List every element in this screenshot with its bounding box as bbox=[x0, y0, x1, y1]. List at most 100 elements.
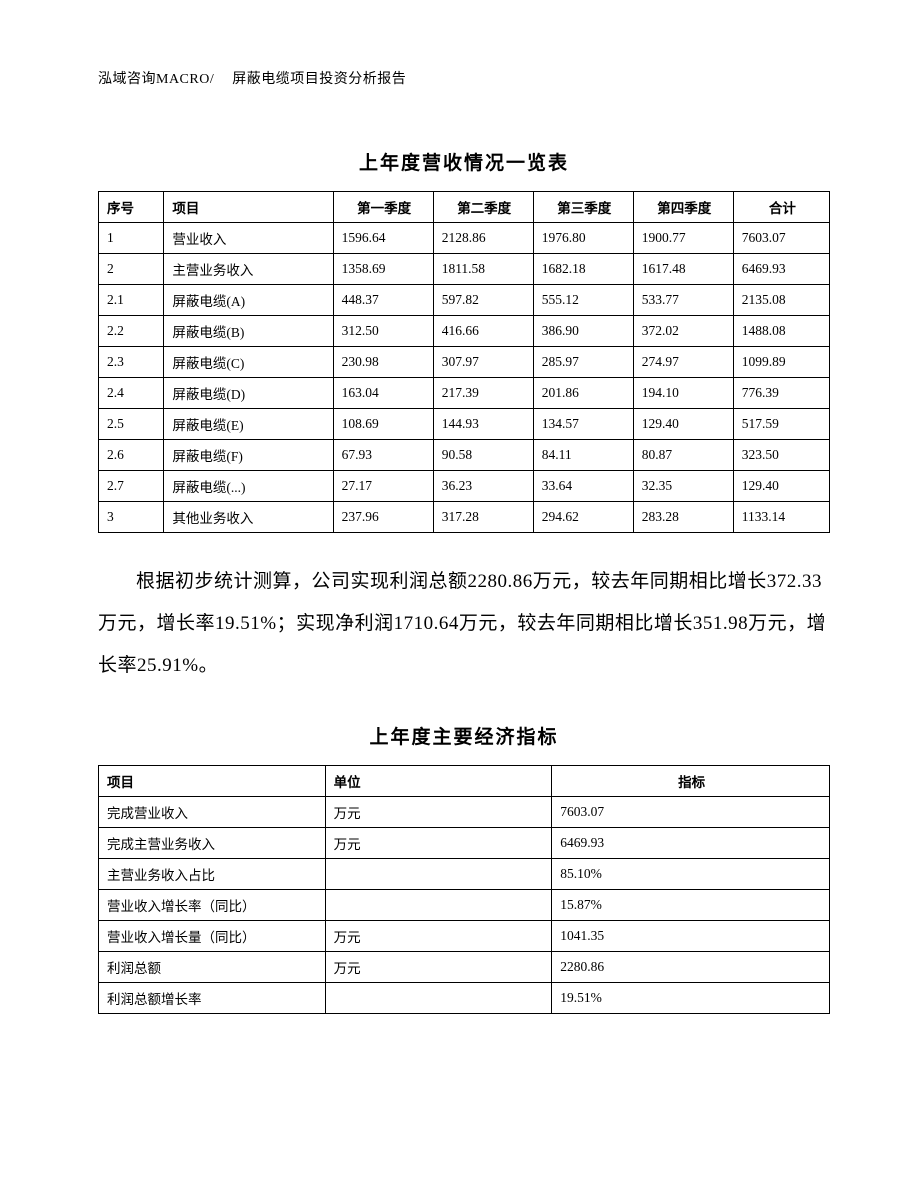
cell: 万元 bbox=[325, 797, 552, 828]
cell: 237.96 bbox=[333, 502, 433, 533]
cell: 307.97 bbox=[433, 347, 533, 378]
col-unit: 单位 bbox=[325, 766, 552, 797]
table-row: 完成营业收入万元7603.07 bbox=[99, 797, 830, 828]
cell: 597.82 bbox=[433, 285, 533, 316]
cell: 7603.07 bbox=[552, 797, 830, 828]
cell: 80.87 bbox=[633, 440, 733, 471]
cell: 屏蔽电缆(A) bbox=[164, 285, 333, 316]
summary-paragraph: 根据初步统计测算，公司实现利润总额2280.86万元，较去年同期相比增长372.… bbox=[98, 561, 830, 686]
header-right: 屏蔽电缆项目投资分析报告 bbox=[232, 72, 406, 87]
cell: 屏蔽电缆(F) bbox=[164, 440, 333, 471]
cell: 230.98 bbox=[333, 347, 433, 378]
cell: 万元 bbox=[325, 952, 552, 983]
cell: 533.77 bbox=[633, 285, 733, 316]
col-index: 序号 bbox=[99, 192, 164, 223]
indicator-table-body: 完成营业收入万元7603.07完成主营业务收入万元6469.93主营业务收入占比… bbox=[99, 797, 830, 1014]
table1-title: 上年度营收情况一览表 bbox=[98, 148, 830, 175]
cell: 2280.86 bbox=[552, 952, 830, 983]
col-q4: 第四季度 bbox=[633, 192, 733, 223]
cell: 1900.77 bbox=[633, 223, 733, 254]
cell: 2135.08 bbox=[733, 285, 829, 316]
cell: 1617.48 bbox=[633, 254, 733, 285]
cell: 372.02 bbox=[633, 316, 733, 347]
cell: 营业收入增长率（同比） bbox=[99, 890, 326, 921]
cell: 2.3 bbox=[99, 347, 164, 378]
cell: 555.12 bbox=[533, 285, 633, 316]
cell: 285.97 bbox=[533, 347, 633, 378]
cell: 27.17 bbox=[333, 471, 433, 502]
table-row: 完成主营业务收入万元6469.93 bbox=[99, 828, 830, 859]
cell: 2.5 bbox=[99, 409, 164, 440]
cell: 67.93 bbox=[333, 440, 433, 471]
cell: 屏蔽电缆(...) bbox=[164, 471, 333, 502]
cell: 274.97 bbox=[633, 347, 733, 378]
cell: 1099.89 bbox=[733, 347, 829, 378]
col-q1: 第一季度 bbox=[333, 192, 433, 223]
table-row: 2.3屏蔽电缆(C)230.98307.97285.97274.971099.8… bbox=[99, 347, 830, 378]
cell: 776.39 bbox=[733, 378, 829, 409]
table-row: 2.6屏蔽电缆(F)67.9390.5884.1180.87323.50 bbox=[99, 440, 830, 471]
col-item: 项目 bbox=[99, 766, 326, 797]
col-item: 项目 bbox=[164, 192, 333, 223]
col-q2: 第二季度 bbox=[433, 192, 533, 223]
cell: 2128.86 bbox=[433, 223, 533, 254]
cell: 134.57 bbox=[533, 409, 633, 440]
cell: 屏蔽电缆(D) bbox=[164, 378, 333, 409]
cell: 163.04 bbox=[333, 378, 433, 409]
cell: 1041.35 bbox=[552, 921, 830, 952]
col-total: 合计 bbox=[733, 192, 829, 223]
cell: 2.7 bbox=[99, 471, 164, 502]
cell: 416.66 bbox=[433, 316, 533, 347]
cell: 完成主营业务收入 bbox=[99, 828, 326, 859]
table-row: 2.5屏蔽电缆(E)108.69144.93134.57129.40517.59 bbox=[99, 409, 830, 440]
table-header-row: 项目 单位 指标 bbox=[99, 766, 830, 797]
cell: 19.51% bbox=[552, 983, 830, 1014]
cell: 7603.07 bbox=[733, 223, 829, 254]
cell bbox=[325, 890, 552, 921]
cell: 1811.58 bbox=[433, 254, 533, 285]
cell: 108.69 bbox=[333, 409, 433, 440]
cell bbox=[325, 859, 552, 890]
cell: 84.11 bbox=[533, 440, 633, 471]
table-row: 营业收入增长率（同比）15.87% bbox=[99, 890, 830, 921]
cell: 利润总额 bbox=[99, 952, 326, 983]
cell: 1488.08 bbox=[733, 316, 829, 347]
cell: 129.40 bbox=[733, 471, 829, 502]
table-row: 2.2屏蔽电缆(B)312.50416.66386.90372.021488.0… bbox=[99, 316, 830, 347]
cell: 1358.69 bbox=[333, 254, 433, 285]
cell: 90.58 bbox=[433, 440, 533, 471]
table-row: 1营业收入1596.642128.861976.801900.777603.07 bbox=[99, 223, 830, 254]
cell: 144.93 bbox=[433, 409, 533, 440]
cell: 36.23 bbox=[433, 471, 533, 502]
cell: 1976.80 bbox=[533, 223, 633, 254]
cell: 129.40 bbox=[633, 409, 733, 440]
cell: 利润总额增长率 bbox=[99, 983, 326, 1014]
revenue-table-body: 1营业收入1596.642128.861976.801900.777603.07… bbox=[99, 223, 830, 533]
cell: 3 bbox=[99, 502, 164, 533]
cell: 主营业务收入 bbox=[164, 254, 333, 285]
table-row: 2.7屏蔽电缆(...)27.1736.2333.6432.35129.40 bbox=[99, 471, 830, 502]
table-row: 利润总额增长率 19.51% bbox=[99, 983, 830, 1014]
cell: 33.64 bbox=[533, 471, 633, 502]
indicator-table: 项目 单位 指标 完成营业收入万元7603.07完成主营业务收入万元6469.9… bbox=[98, 765, 830, 1014]
cell: 217.39 bbox=[433, 378, 533, 409]
cell: 312.50 bbox=[333, 316, 433, 347]
cell: 2.6 bbox=[99, 440, 164, 471]
table-header-row: 序号 项目 第一季度 第二季度 第三季度 第四季度 合计 bbox=[99, 192, 830, 223]
cell: 万元 bbox=[325, 828, 552, 859]
cell bbox=[325, 983, 552, 1014]
table-row: 营业收入增长量（同比）万元1041.35 bbox=[99, 921, 830, 952]
cell: 1596.64 bbox=[333, 223, 433, 254]
cell: 1682.18 bbox=[533, 254, 633, 285]
table-row: 2.4屏蔽电缆(D)163.04217.39201.86194.10776.39 bbox=[99, 378, 830, 409]
cell: 517.59 bbox=[733, 409, 829, 440]
cell: 194.10 bbox=[633, 378, 733, 409]
cell: 屏蔽电缆(B) bbox=[164, 316, 333, 347]
cell: 323.50 bbox=[733, 440, 829, 471]
cell: 屏蔽电缆(E) bbox=[164, 409, 333, 440]
revenue-table: 序号 项目 第一季度 第二季度 第三季度 第四季度 合计 1营业收入1596.6… bbox=[98, 191, 830, 533]
cell: 386.90 bbox=[533, 316, 633, 347]
cell: 完成营业收入 bbox=[99, 797, 326, 828]
page-header: 泓域咨询MACRO/屏蔽电缆项目投资分析报告 bbox=[98, 68, 830, 88]
cell: 2.2 bbox=[99, 316, 164, 347]
